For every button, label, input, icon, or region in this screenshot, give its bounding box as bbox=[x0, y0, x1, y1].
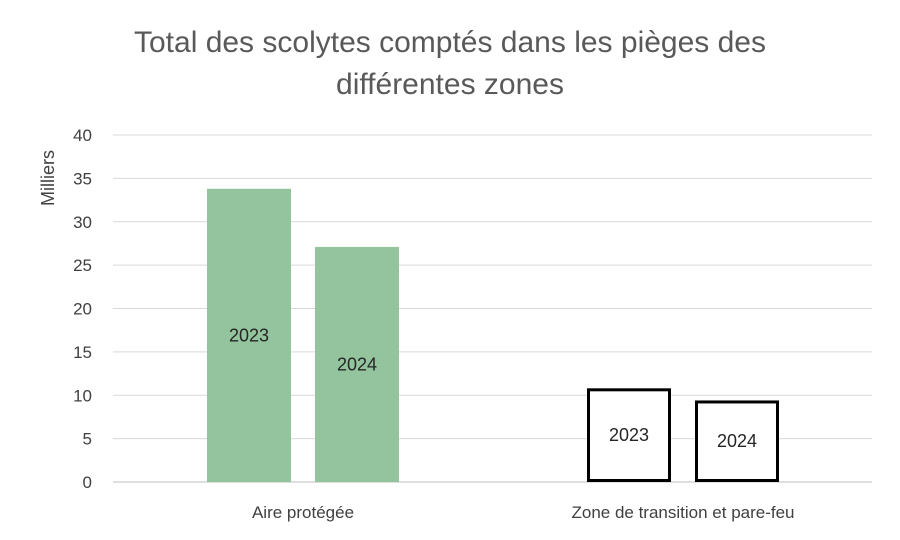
y-tick-label: 40 bbox=[73, 126, 92, 145]
bar bbox=[315, 246, 399, 482]
x-axis-categories: Aire protégée Zone de transition et pare-… bbox=[252, 503, 795, 522]
y-tick-label: 10 bbox=[73, 386, 92, 405]
bar-data-label: 2023 bbox=[229, 325, 269, 345]
bar-data-label: 2024 bbox=[717, 431, 757, 451]
x-category-label: Aire protégée bbox=[252, 503, 354, 522]
bar bbox=[587, 388, 671, 482]
bar-data-label: 2024 bbox=[337, 354, 377, 374]
bar bbox=[695, 400, 779, 482]
bar-data-label: 2023 bbox=[609, 425, 649, 445]
y-tick-label: 30 bbox=[73, 213, 92, 232]
y-tick-label: 0 bbox=[83, 473, 92, 492]
bars: 2023 2024 2023 2024 bbox=[207, 188, 779, 482]
y-tick-label: 25 bbox=[73, 256, 92, 275]
x-category-label: Zone de transition et pare-feu bbox=[571, 503, 794, 522]
chart-title-line-1: Total des scolytes comptés dans les pièg… bbox=[134, 26, 766, 59]
bar bbox=[207, 188, 291, 482]
y-tick-label: 35 bbox=[73, 169, 92, 188]
y-tick-label: 15 bbox=[73, 343, 92, 362]
y-tick-label: 20 bbox=[73, 300, 92, 319]
y-axis-ticks: 0 5 10 15 20 25 30 35 40 bbox=[73, 126, 92, 492]
y-axis-label: Milliers bbox=[38, 150, 58, 206]
chart-title-line-2: différentes zones bbox=[336, 68, 564, 101]
y-tick-label: 5 bbox=[83, 430, 92, 449]
chart-title: Total des scolytes comptés dans les pièg… bbox=[134, 26, 766, 101]
